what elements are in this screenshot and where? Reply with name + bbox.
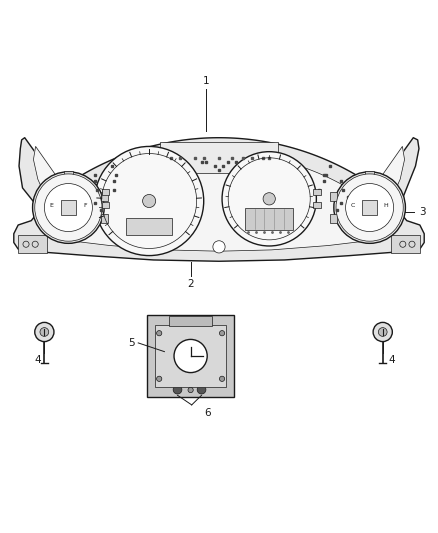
Circle shape <box>44 183 92 231</box>
Circle shape <box>95 147 204 256</box>
Circle shape <box>156 330 162 336</box>
Polygon shape <box>33 147 405 251</box>
Text: 6: 6 <box>204 408 211 418</box>
Text: 4: 4 <box>35 356 41 365</box>
Circle shape <box>35 174 102 241</box>
Bar <box>101 214 108 223</box>
Bar <box>392 235 420 253</box>
Text: F: F <box>83 203 87 208</box>
Bar <box>362 200 378 215</box>
Bar <box>313 189 321 195</box>
Circle shape <box>32 172 104 244</box>
Circle shape <box>213 241 225 253</box>
Text: 1: 1 <box>203 76 209 86</box>
Circle shape <box>173 385 182 394</box>
Bar <box>330 192 337 201</box>
Text: 3: 3 <box>419 207 425 217</box>
Circle shape <box>156 376 162 382</box>
Text: 4: 4 <box>388 356 395 365</box>
Text: E: E <box>50 203 54 208</box>
Circle shape <box>378 328 387 336</box>
Text: C: C <box>351 203 355 208</box>
Circle shape <box>263 193 276 205</box>
Bar <box>60 200 76 215</box>
Circle shape <box>143 195 155 207</box>
Bar <box>102 203 110 208</box>
Bar <box>330 214 337 223</box>
Bar <box>245 207 293 230</box>
Bar <box>102 189 110 195</box>
Circle shape <box>174 340 207 373</box>
Polygon shape <box>14 138 424 261</box>
Bar <box>313 203 321 208</box>
Circle shape <box>219 330 225 336</box>
Circle shape <box>188 387 193 393</box>
Circle shape <box>40 328 49 336</box>
Circle shape <box>334 172 406 244</box>
Bar <box>169 316 212 326</box>
Circle shape <box>336 174 403 241</box>
Circle shape <box>346 183 394 231</box>
Text: 2: 2 <box>187 279 194 289</box>
Bar <box>101 192 108 201</box>
Circle shape <box>219 376 225 382</box>
Circle shape <box>197 385 206 394</box>
Text: 5: 5 <box>128 338 135 348</box>
Bar <box>365 171 374 177</box>
Text: H: H <box>384 203 389 208</box>
Bar <box>64 171 73 177</box>
Circle shape <box>373 322 392 342</box>
Bar <box>160 142 278 173</box>
Bar <box>155 325 226 387</box>
Bar <box>127 219 172 235</box>
Bar <box>18 235 46 253</box>
Circle shape <box>35 322 54 342</box>
Bar <box>147 314 234 398</box>
Circle shape <box>222 152 316 246</box>
